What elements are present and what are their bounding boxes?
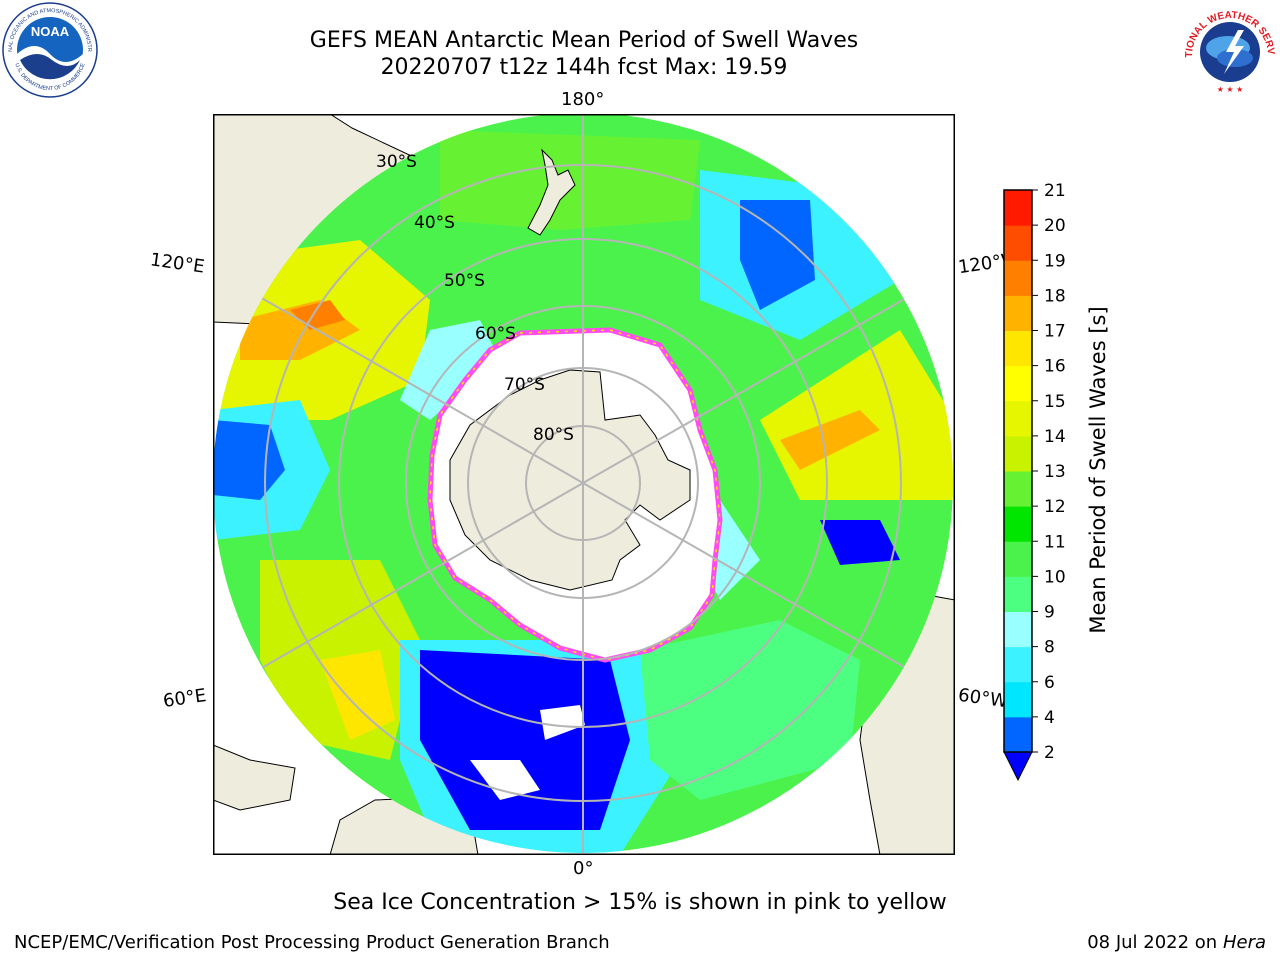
land-antarctica — [449, 369, 691, 591]
colorbar-bin — [1004, 260, 1032, 296]
chart-subtitle: 20220707 t12z 144h fcst Max: 19.59 — [380, 55, 788, 80]
lat-label-40s: 40°S — [414, 213, 455, 233]
field-south-ice-holes — [470, 705, 585, 800]
colorbar-tick-label: 13 — [1044, 462, 1066, 482]
lat-label-60s: 60°S — [475, 324, 516, 344]
land-new-zealand — [527, 148, 576, 236]
colorbar: 2 4 6 8 9 10 11 12 13 14 15 16 17 18 19 20 21 — [1003, 181, 1066, 782]
map-frame — [213, 114, 955, 855]
lon-label-120e: 120°E — [148, 249, 206, 278]
sea-ice-note: Sea Ice Concentration > 15% is shown in … — [333, 890, 947, 915]
colorbar-label: Mean Period of Swell Waves [s] — [1086, 306, 1110, 634]
nws-logo: NATIONAL WEATHER SERVICE ★ ★ ★ — [1180, 0, 1276, 96]
colorbar-bin — [1004, 190, 1032, 226]
footer-credit: NCEP/EMC/Verification Post Processing Pr… — [14, 932, 610, 953]
colorbar-tick-label: 9 — [1044, 603, 1055, 623]
noaa-logo: NOAA NATIONAL OCEANIC AND ATMOSPHERIC AD… — [0, 0, 98, 98]
field-south-blue — [420, 650, 630, 830]
colorbar-bin — [1004, 435, 1032, 472]
lat-label-30s: 30°S — [376, 152, 417, 172]
footer-host: Hera — [1222, 932, 1266, 953]
footer-date-text: 08 Jul 2022 on — [1087, 932, 1223, 953]
colorbar-tick-label: 10 — [1044, 567, 1066, 587]
colorbar-tick-label: 2 — [1044, 743, 1055, 763]
colorbar-tick-label: 16 — [1044, 357, 1066, 377]
colorbar-bin — [1004, 471, 1032, 507]
lat-label-80s: 80°S — [533, 425, 574, 445]
colorbar-tick-label: 20 — [1044, 216, 1066, 236]
land-africa — [213, 744, 296, 811]
graticule — [213, 114, 953, 853]
colorbar-bin — [1004, 295, 1032, 331]
colorbar-tick-label: 4 — [1044, 708, 1055, 728]
colorbar-bin — [1004, 330, 1032, 367]
colorbar-extend-min — [1003, 751, 1033, 782]
field-ring-cyan — [400, 320, 500, 420]
colorbar-bin — [1004, 225, 1032, 261]
chart-title: GEFS MEAN Antarctic Mean Period of Swell… — [309, 28, 859, 53]
colorbar-bin — [1004, 506, 1032, 542]
lat-label-50s: 50°S — [444, 271, 485, 291]
colorbar-tick-label: 14 — [1044, 427, 1066, 447]
colorbar-tick-label: 12 — [1044, 497, 1066, 517]
field-east-blue — [820, 520, 900, 565]
field-sw-orange — [320, 650, 395, 740]
field-ne-blue — [740, 200, 815, 310]
lon-label-0: 0° — [573, 858, 594, 879]
colorbar-bin — [1004, 716, 1032, 753]
svg-text:★ ★ ★: ★ ★ ★ — [1217, 85, 1244, 94]
field-east-orange — [780, 410, 880, 470]
colorbar-tick-label: 8 — [1044, 638, 1055, 658]
colorbar-tick-label: 19 — [1044, 251, 1066, 271]
colorbar-tick-label: 15 — [1044, 392, 1066, 412]
lon-label-60e: 60°E — [161, 685, 208, 712]
colorbar-tick-label: 11 — [1044, 532, 1066, 552]
colorbar-bin — [1004, 611, 1032, 648]
colorbar-bin — [1004, 576, 1032, 612]
colorbar-bin — [1004, 681, 1032, 718]
colorbar-bin — [1004, 400, 1032, 437]
colorbar-tick-label: 6 — [1044, 673, 1055, 693]
colorbar-tick-label: 18 — [1044, 286, 1066, 306]
colorbar-bin — [1004, 646, 1032, 683]
noaa-logo-text: NOAA — [31, 24, 70, 39]
colorbar-tick-label: 21 — [1044, 181, 1066, 201]
lat-label-70s: 70°S — [504, 375, 545, 395]
lon-label-180: 180° — [561, 89, 605, 110]
footer-date: 08 Jul 2022 on Hera — [1087, 932, 1266, 953]
colorbar-bin — [1004, 365, 1032, 402]
colorbar-bin — [1004, 541, 1032, 577]
map-panel — [213, 114, 955, 855]
field-se-green — [640, 620, 860, 800]
colorbar-tick-label: 17 — [1044, 322, 1066, 342]
